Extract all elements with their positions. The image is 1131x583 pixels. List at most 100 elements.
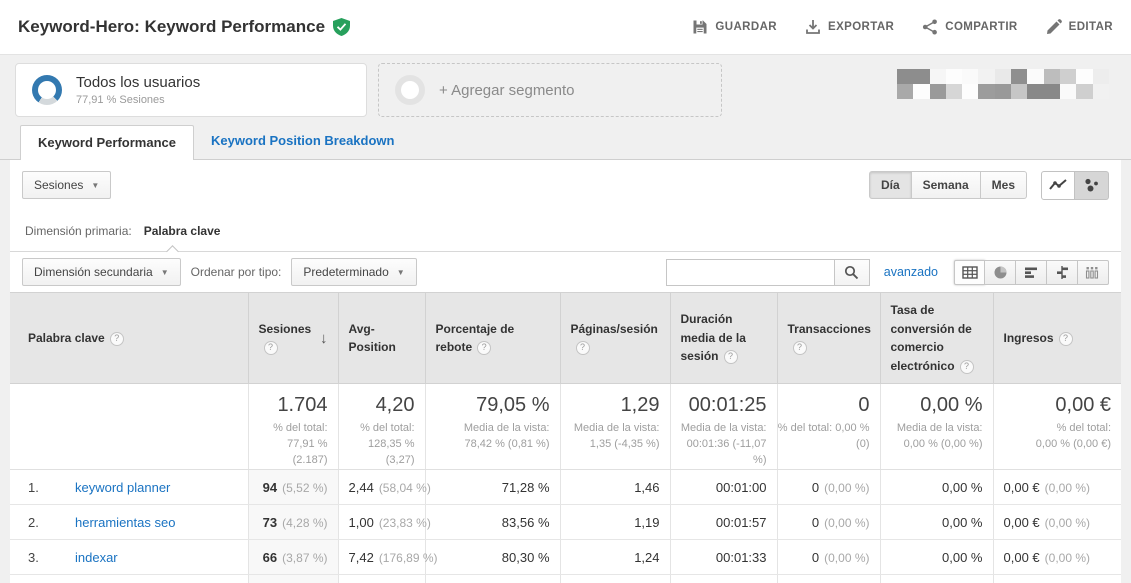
keyword-link[interactable]: herramientas seo	[75, 514, 176, 530]
segment-name: Todos los usuarios	[76, 74, 201, 91]
pages-per-session-cell: 1,46	[559, 469, 670, 506]
bounce-rate-cell: 80,30 %	[424, 539, 560, 576]
help-icon[interactable]: ?	[575, 341, 590, 356]
col-header-palabra-clave[interactable]: Palabra clave?	[10, 291, 248, 385]
col-label: Sesiones	[258, 321, 312, 336]
sort-desc-icon[interactable]: ↓	[320, 329, 328, 347]
share-button[interactable]: COMPARTIR	[922, 19, 1017, 35]
col-label: Tasa de conversión de comercio electróni…	[890, 303, 972, 373]
avg-position-cell: 1,00 (23,83 %)	[337, 504, 431, 541]
col-header-paginas-sesion[interactable]: Páginas/sesión?	[559, 291, 670, 385]
search-button[interactable]	[833, 258, 870, 286]
avg-position-value: 2,44	[348, 479, 374, 495]
percentage-view-button[interactable]	[985, 259, 1016, 285]
bounce-rate-cell: 35,71 %	[424, 574, 560, 583]
transactions-pct: (0,00 %)	[824, 550, 870, 565]
summary-value: 0	[858, 394, 870, 417]
keyword-cell: 3. indexar	[10, 539, 248, 576]
duration-value: 00:01:33	[715, 549, 767, 565]
pivot-view-button[interactable]	[1078, 259, 1109, 285]
table-view-button[interactable]	[954, 259, 985, 285]
motion-chart-button[interactable]	[1075, 170, 1109, 200]
col-header-avg-position[interactable]: Avg-Position	[337, 291, 425, 385]
search-input[interactable]	[665, 258, 834, 286]
help-icon[interactable]: ?	[477, 341, 492, 356]
help-icon[interactable]: ?	[263, 341, 278, 356]
save-button[interactable]: GUARDAR	[692, 19, 777, 35]
metric-selector[interactable]: Sesiones ▼	[22, 171, 112, 199]
line-chart-button[interactable]	[1041, 170, 1075, 200]
transactions-pct: (0,00 %)	[824, 515, 870, 530]
pages-per-session-cell: 1,24	[559, 539, 670, 576]
add-segment-button[interactable]: + Agregar segmento	[378, 63, 722, 117]
summary-subtext: % del total: 0,00 % (0)	[777, 422, 870, 451]
table-row: 3. indexar 66 (3,87 %) 7,42 (176,89 %) 80,3…	[10, 539, 1121, 576]
summary-value: 00:01:25	[688, 394, 767, 417]
advanced-search-link[interactable]: avanzado	[883, 265, 938, 279]
tab-keyword-position-breakdown[interactable]: Keyword Position Breakdown	[211, 133, 395, 148]
keyword-link[interactable]: indexar	[75, 549, 118, 565]
avg-position-value: 7,42	[348, 549, 374, 565]
bounce-rate-value: 83,56 %	[501, 514, 550, 530]
table-view-icon	[961, 265, 978, 279]
help-icon[interactable]: ?	[723, 350, 738, 365]
report-actions: GUARDAR EXPORTAR COMPARTIR ED	[692, 19, 1113, 35]
help-icon[interactable]: ?	[1058, 331, 1073, 346]
bounce-rate-value: 80,30 %	[501, 549, 550, 565]
avg-position-pct: (58,04 %)	[378, 480, 431, 495]
help-icon[interactable]: ?	[792, 341, 807, 356]
table-body: 1. keyword planner 94 (5,52 %) 2,44 (58,04 …	[10, 469, 1121, 583]
summary-value: 0,00 %	[920, 394, 983, 417]
sessions-cell: 73 (4,28 %)	[247, 504, 338, 541]
help-icon[interactable]: ?	[109, 331, 124, 346]
revenue-value: 0,00 €	[1003, 514, 1040, 530]
performance-view-button[interactable]	[1016, 259, 1047, 285]
secondary-dimension-button[interactable]: Dimensión secundaria ▼	[22, 258, 181, 286]
export-button[interactable]: EXPORTAR	[805, 19, 894, 35]
comparison-view-button[interactable]	[1047, 259, 1078, 285]
summary-value: 0,00 €	[1055, 394, 1111, 417]
summary-value: 1.704	[277, 394, 328, 417]
edit-button[interactable]: EDITAR	[1046, 19, 1113, 35]
keyword-link[interactable]: keyword planner	[75, 479, 171, 495]
col-header-tasa-conversion[interactable]: Tasa de conversión de comercio electróni…	[879, 291, 993, 385]
secondary-dimension-label: Dimensión secundaria	[34, 265, 153, 279]
granularity-week-button[interactable]: Semana	[911, 171, 981, 199]
sort-type-selector[interactable]: Predeterminado ▼	[291, 258, 417, 286]
revenue-cell: 0,00 € (0,00 %)	[992, 539, 1121, 576]
revenue-pct: (0,00 %)	[1044, 550, 1091, 565]
table-row: 2. herramientas seo 73 (4,28 %) 1,00 (23,83…	[10, 504, 1121, 541]
primary-dimension-value[interactable]: Palabra clave	[143, 223, 221, 238]
sort-type-value: Predeterminado	[303, 265, 389, 279]
tab-keyword-performance[interactable]: Keyword Performance	[20, 125, 194, 160]
share-label: COMPARTIR	[945, 21, 1018, 33]
segment-card-all-users[interactable]: Todos los usuarios 77,91 % Sesiones	[15, 63, 367, 117]
summary-value: 4,20	[375, 394, 415, 417]
col-header-duracion-media[interactable]: Duración media de la sesión?	[669, 291, 777, 385]
segment-card-text: Todos los usuarios 77,91 % Sesiones	[76, 74, 200, 106]
segment-donut-icon	[32, 75, 62, 105]
col-header-transacciones[interactable]: Transacciones?	[776, 291, 880, 385]
export-icon	[806, 20, 820, 34]
granularity-month-button[interactable]: Mes	[980, 171, 1027, 199]
edit-icon	[1046, 19, 1062, 34]
conversion-rate-cell: 0,00 %	[879, 539, 993, 576]
conversion-rate-cell: 0,00 %	[879, 504, 993, 541]
summary-paginas: 1,29 Media de la vista: 1,35 (-4,35 %)	[559, 383, 670, 471]
col-header-porcentaje-rebote[interactable]: Porcentaje de rebote?	[424, 291, 560, 385]
report-tabs: Keyword Performance Keyword Position Bre…	[0, 125, 1131, 160]
conversion-rate-cell: 0,00 %	[879, 469, 993, 506]
revenue-pct: (0,00 %)	[1044, 515, 1091, 530]
col-header-sesiones[interactable]: Sesiones? ↓	[247, 291, 338, 385]
metric-selector-label: Sesiones	[34, 178, 84, 192]
transactions-value: 0	[811, 549, 820, 565]
summary-value: 1,29	[620, 394, 660, 417]
granularity-day-button[interactable]: Día	[868, 171, 912, 199]
help-icon[interactable]: ?	[959, 359, 974, 374]
pages-value: 1,24	[634, 549, 660, 565]
pages-value: 1,46	[634, 479, 660, 495]
chevron-down-icon: ▼	[160, 267, 169, 277]
duration-value: 00:01:57	[715, 514, 767, 530]
col-header-ingresos[interactable]: Ingresos?	[992, 291, 1121, 385]
conversion-value: 0,00 %	[942, 549, 983, 565]
